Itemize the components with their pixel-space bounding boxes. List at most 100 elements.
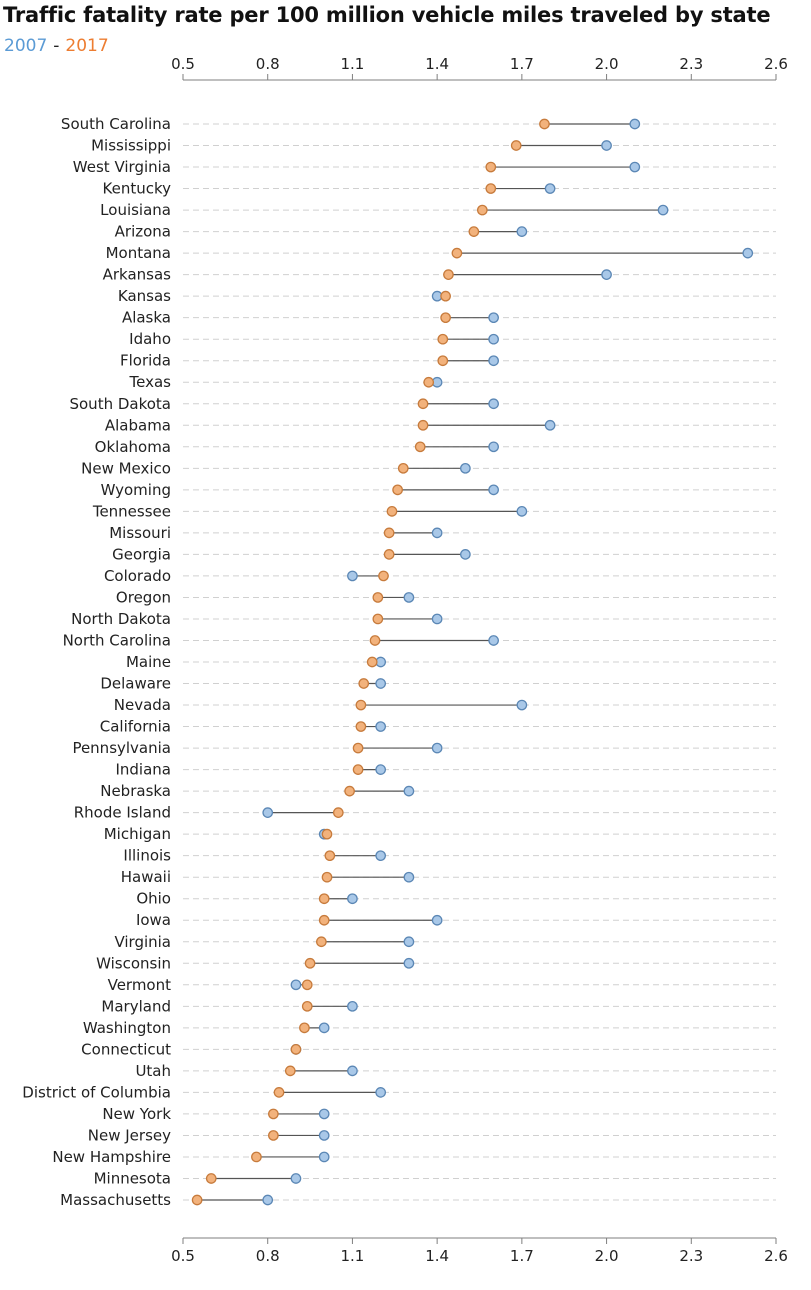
point-2007 (403, 936, 415, 948)
point-2017 (321, 828, 333, 840)
point-2017 (392, 484, 403, 496)
point-2007 (431, 527, 443, 539)
point-2017 (318, 893, 330, 905)
bottom-tick-label: 0.5 (171, 1247, 195, 1265)
point-2017 (332, 807, 344, 818)
category-label: North Carolina (63, 631, 171, 649)
point-2007 (290, 979, 302, 991)
point-2007 (488, 484, 499, 496)
point-2007 (488, 355, 499, 367)
category-label: Connecticut (81, 1040, 171, 1058)
point-2007 (516, 699, 528, 711)
point-2007 (601, 140, 612, 151)
top-tick-label: 1.7 (510, 55, 534, 73)
bottom-tick-label: 2.0 (595, 1247, 619, 1265)
category-label: Colorado (104, 567, 171, 585)
category-label: Minnesota (94, 1169, 171, 1187)
category-label: California (100, 718, 171, 736)
point-2017 (414, 441, 426, 453)
connectors (197, 123, 748, 1201)
point-2017 (372, 613, 384, 625)
point-2007 (318, 1022, 330, 1034)
category-label: Wisconsin (96, 954, 171, 972)
bottom-tick-label: 1.7 (510, 1247, 534, 1265)
point-2017 (437, 333, 449, 345)
point-2017 (440, 312, 451, 324)
category-label: Indiana (115, 761, 171, 779)
category-label: Kansas (118, 287, 171, 305)
point-2017 (366, 656, 378, 668)
point-2007 (544, 183, 556, 194)
point-2007 (375, 850, 387, 862)
category-label: New York (102, 1105, 171, 1123)
point-2017 (301, 979, 313, 991)
point-2007 (403, 592, 415, 603)
point-2017 (539, 118, 550, 130)
point-2007 (601, 269, 612, 280)
point-2007 (403, 957, 415, 969)
bottom-tick-label: 2.3 (679, 1247, 703, 1265)
bottom-tick-label: 2.6 (764, 1247, 788, 1265)
category-label: Idaho (129, 330, 171, 348)
point-2017 (386, 506, 398, 517)
point-2017 (510, 140, 522, 151)
category-label: Montana (106, 244, 171, 262)
category-label: Oklahoma (95, 438, 171, 456)
point-2007 (488, 312, 499, 324)
point-2007 (488, 398, 499, 410)
category-label: West Virginia (73, 158, 171, 176)
point-2017 (468, 226, 480, 237)
point-2017 (476, 204, 488, 216)
point-2007 (742, 247, 754, 259)
point-2017 (355, 699, 367, 711)
gridlines (183, 123, 776, 1201)
point-2017 (383, 549, 395, 560)
data-points (191, 118, 754, 1206)
point-2007 (262, 807, 274, 818)
point-2007 (460, 462, 471, 474)
point-2017 (352, 764, 364, 775)
point-2007 (375, 721, 387, 732)
category-label: Iowa (136, 911, 171, 929)
point-2007 (347, 1000, 358, 1012)
point-2007 (375, 764, 387, 775)
point-2007 (318, 1108, 330, 1120)
category-label: Missouri (109, 524, 171, 542)
point-2007 (488, 333, 499, 345)
category-label: Hawaii (121, 868, 171, 886)
chart-title: Traffic fatality rate per 100 million ve… (3, 3, 771, 27)
point-2017 (268, 1130, 279, 1141)
category-label: Delaware (100, 675, 171, 693)
category-label: Utah (135, 1062, 171, 1080)
point-2007 (375, 678, 387, 689)
point-2017 (369, 635, 381, 646)
category-label: Massachusetts (60, 1191, 171, 1209)
point-2007 (629, 161, 641, 173)
point-2007 (629, 118, 641, 130)
category-label: Louisiana (100, 201, 171, 219)
category-label: Alaska (122, 309, 171, 327)
top-tick-label: 1.4 (425, 55, 449, 73)
point-2017 (321, 871, 333, 883)
point-2007 (375, 1087, 387, 1098)
point-2007 (431, 914, 443, 926)
category-label: Michigan (104, 825, 171, 843)
category-label: Virginia (114, 933, 171, 951)
category-label: South Dakota (69, 395, 171, 413)
point-2017 (372, 592, 384, 603)
category-label: Maryland (101, 997, 171, 1015)
category-label: Nebraska (100, 782, 171, 800)
point-2007 (431, 613, 443, 625)
point-2007 (318, 1130, 330, 1141)
point-2007 (347, 1065, 358, 1077)
category-label: Arkansas (103, 266, 172, 284)
category-label: New Hampshire (52, 1148, 171, 1166)
point-2017 (352, 742, 364, 754)
category-labels: South Carolina Mississippi West Virginia Ke… (22, 115, 171, 1209)
point-2007 (460, 549, 471, 560)
point-2017 (290, 1044, 302, 1055)
category-label: Texas (129, 373, 172, 391)
point-2017 (451, 247, 463, 259)
point-2017 (205, 1173, 217, 1184)
